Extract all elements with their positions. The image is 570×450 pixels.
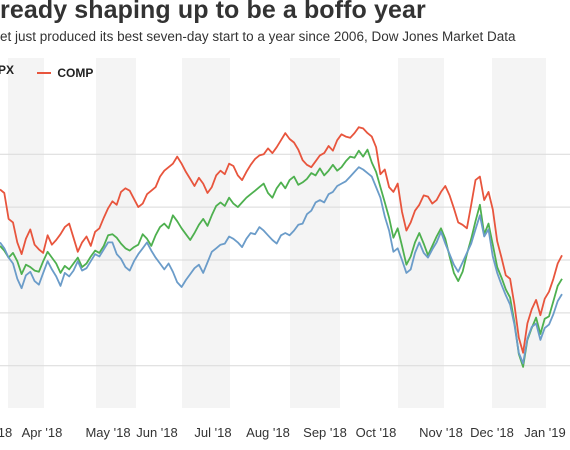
legend-label-comp: COMP: [57, 66, 94, 80]
x-tick-label: Dec '18: [470, 425, 514, 440]
legend-label-px: PX: [0, 63, 15, 77]
month-band-0: [8, 58, 44, 408]
x-tick-label: Jun '18: [136, 425, 178, 440]
chart-legend: PX COMP: [0, 63, 113, 80]
chart-subtitle: et just produced its best seven-day star…: [0, 29, 516, 44]
x-tick-label: Jan '19: [524, 425, 566, 440]
chart-lines: [0, 126, 563, 368]
chart-grid: [0, 58, 570, 408]
month-band-2: [182, 58, 230, 408]
series-line-px: [0, 166, 563, 365]
x-tick-label: 18: [0, 425, 12, 440]
x-tick-label: May '18: [85, 425, 130, 440]
x-tick-label: Jul '18: [194, 425, 231, 440]
legend-item-comp: COMP: [37, 66, 93, 80]
x-tick-label: Nov '18: [419, 425, 463, 440]
series-line-green: [0, 148, 563, 368]
x-tick-label: Sep '18: [303, 425, 347, 440]
series-line-comp: [0, 126, 563, 354]
x-axis-ticks: 18 Apr '18 May '18 Jun '18 Jul '18 Aug '18 Sep…: [0, 425, 566, 440]
x-tick-label: Apr '18: [22, 425, 63, 440]
chart-title: ready shaping up to be a boffo year: [0, 0, 426, 24]
legend-swatch-comp: [37, 72, 52, 74]
month-band-4: [398, 58, 444, 408]
legend-item-px: PX: [0, 63, 14, 77]
x-tick-label: Oct '18: [356, 425, 397, 440]
month-band-1: [96, 58, 136, 408]
x-tick-label: Aug '18: [246, 425, 290, 440]
month-band-3: [290, 58, 340, 408]
